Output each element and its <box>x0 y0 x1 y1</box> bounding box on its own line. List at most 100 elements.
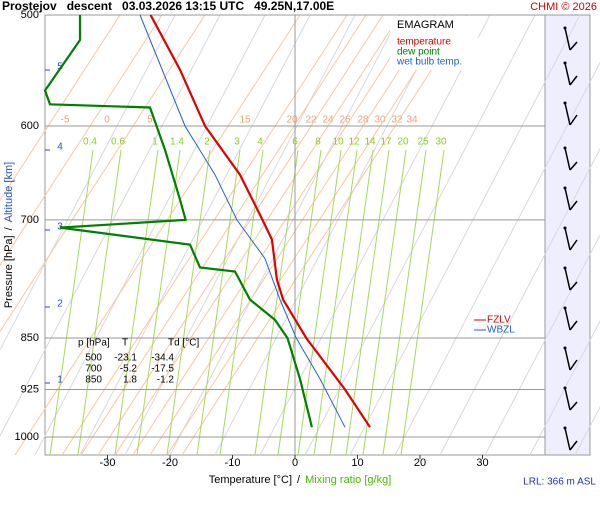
table-cell: -1.2 <box>157 375 175 386</box>
adiabat-label: 24 <box>322 115 334 126</box>
wind-barb <box>563 346 578 371</box>
dry-adiabat <box>97 14 384 456</box>
adiabat-label: 15 <box>239 115 251 126</box>
mixing-ratio-line <box>345 149 390 456</box>
mixing-ratio-line <box>114 149 159 456</box>
mixing-ratio-label: 8 <box>315 137 321 148</box>
barb-dot <box>563 101 567 105</box>
mixing-ratio-line <box>219 149 264 456</box>
y-tick-label: 500 <box>21 9 39 21</box>
mixing-ratio-label: 20 <box>397 137 409 148</box>
adiabat-label: 30 <box>374 115 386 126</box>
mixing-ratio-label: 17 <box>380 137 392 148</box>
mixing-ratio-label: 1.4 <box>170 137 184 148</box>
wind-column <box>544 14 591 456</box>
dry-adiabat <box>0 14 206 333</box>
mixing-ratio-label: 0.4 <box>83 137 97 148</box>
adiabat-label: 34 <box>406 115 418 126</box>
mixing-ratio-line <box>49 149 94 456</box>
adiabat-label: 20 <box>286 115 298 126</box>
barb-staff <box>564 147 571 171</box>
mixing-ratio-line <box>362 149 407 456</box>
barb-dot <box>563 306 567 310</box>
chart-title: Prostejov descent 03.03.2026 13:15 UTC 4… <box>2 0 334 13</box>
mixing-ratio-line <box>196 149 241 456</box>
adiabat-label: 22 <box>305 115 317 126</box>
mixing-ratio-line <box>254 149 299 456</box>
moist-adiabat <box>79 14 311 456</box>
y-tick-label: 600 <box>21 120 39 132</box>
dry-adiabat <box>0 14 163 267</box>
legend-entry: wet bulb temp. <box>396 57 462 68</box>
mixing-ratio-line <box>166 149 211 456</box>
barb-staff <box>564 427 571 451</box>
barb-flag <box>569 41 578 51</box>
barb-dot <box>563 386 567 390</box>
mixing-ratio-label: 10 <box>332 137 344 148</box>
barb-dot <box>563 186 567 190</box>
y-label: Pressure [hPa] / Altitude [km] <box>3 162 15 308</box>
barb-dot <box>563 266 567 270</box>
barb-flag <box>569 281 578 291</box>
level-label: FZLV <box>487 315 511 326</box>
wind-barb <box>563 266 578 291</box>
mixing-ratio-label: 1 <box>152 137 158 148</box>
wind-barb <box>563 101 578 126</box>
x-label-part: / <box>297 474 301 486</box>
x-label: Temperature [°C] / Mixing ratio [g/kg] <box>209 474 392 486</box>
table-cell: -17.5 <box>151 364 174 375</box>
dry-adiabat <box>0 14 121 202</box>
moist-adiabat <box>484 233 600 456</box>
barb-dot <box>563 226 567 230</box>
table-header: T <box>122 338 128 349</box>
mixing-ratio-label: 2 <box>204 137 210 148</box>
level-label: WBZL <box>487 325 515 336</box>
mixing-ratio-line <box>400 149 445 456</box>
y-tick-label: 850 <box>21 332 39 344</box>
wind-barb <box>563 146 578 171</box>
y-label-part: Pressure [hPa] <box>3 235 15 308</box>
mixing-ratio-line <box>329 149 374 456</box>
adiabat-label: -5 <box>61 115 70 126</box>
barb-dot <box>563 426 567 430</box>
moist-adiabat <box>394 61 600 456</box>
moist-adiabat <box>34 14 266 456</box>
y-tick-label: 1000 <box>15 431 39 443</box>
adiabat-label: 32 <box>391 115 403 126</box>
barb-staff <box>564 387 571 411</box>
y-label-part: / <box>3 226 15 230</box>
legend-entry: dew point <box>397 47 440 58</box>
table-header: Td [°C] <box>168 338 199 349</box>
dry-adiabat <box>80 14 367 456</box>
mixing-ratio-label: 4 <box>257 137 263 148</box>
dry-adiabat <box>181 14 468 456</box>
table-header: p [hPa] <box>78 338 110 349</box>
barb-flag <box>569 239 578 251</box>
y-label-part: Altitude [km] <box>3 162 15 223</box>
moist-adiabat <box>439 147 600 456</box>
mixing-ratio-label: 0.6 <box>111 137 125 148</box>
x-tick-label: 20 <box>414 457 426 469</box>
barb-dot <box>563 346 567 350</box>
dry-adiabat <box>114 14 401 456</box>
mixing-ratio-line <box>77 149 122 456</box>
table-cell: -34.4 <box>151 353 174 364</box>
wind-barb <box>563 386 578 411</box>
mixing-ratio-line <box>313 149 358 456</box>
y-tick-label: 925 <box>21 383 39 395</box>
altitude-label: 1 <box>57 375 63 386</box>
x-label-part: Mixing ratio [g/kg] <box>305 474 391 486</box>
barb-dot <box>563 61 567 65</box>
x-tick-label: -30 <box>100 457 116 469</box>
moist-adiabat <box>259 14 491 456</box>
dry-adiabat <box>14 14 301 456</box>
altitude-label: 2 <box>57 299 63 310</box>
barb-flag <box>569 440 578 451</box>
barb-staff <box>564 102 571 126</box>
table-cell: -23.1 <box>114 353 137 364</box>
barb-flag <box>569 401 578 411</box>
barb-staff <box>564 62 571 86</box>
barb-staff <box>564 227 571 251</box>
mixing-ratio-label: 14 <box>364 137 376 148</box>
barb-flag <box>569 320 578 331</box>
